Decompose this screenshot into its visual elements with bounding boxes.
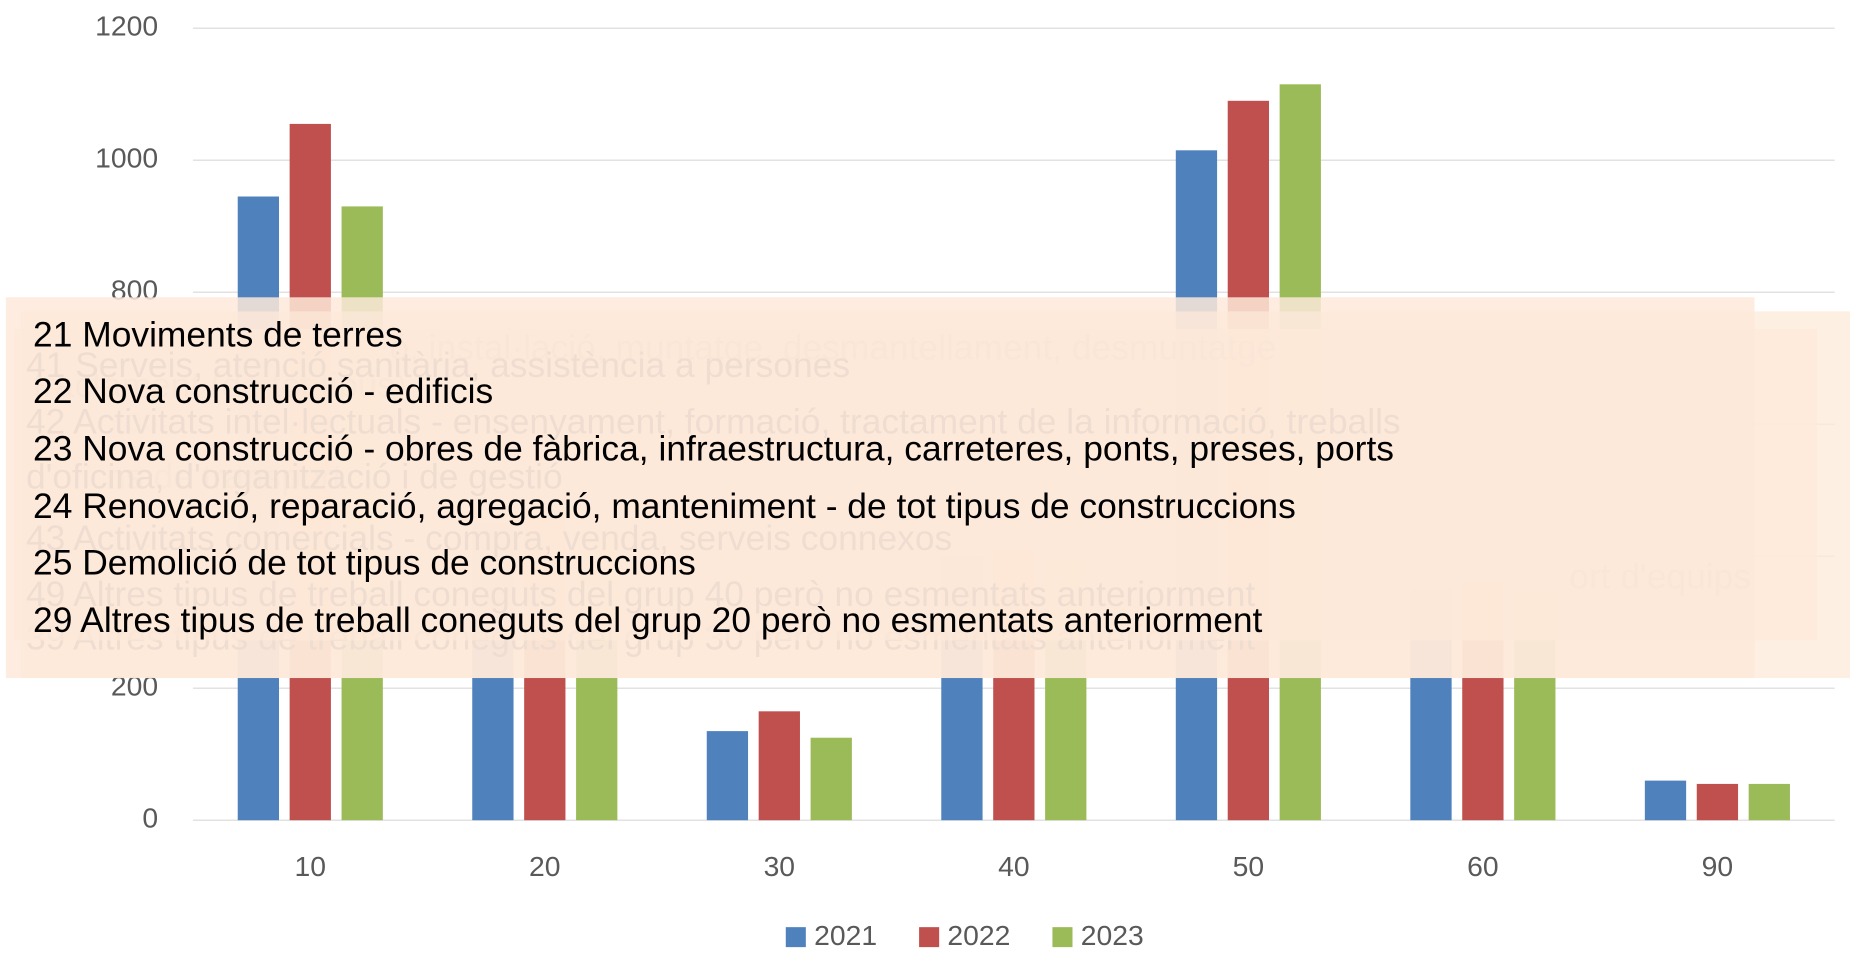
bar bbox=[1644, 780, 1687, 821]
y-tick-label: 0 bbox=[142, 802, 158, 834]
x-tick-label: 50 bbox=[1233, 850, 1265, 882]
x-tick-label: 30 bbox=[764, 850, 796, 882]
x-tick-label: 10 bbox=[295, 850, 327, 882]
bar bbox=[1696, 783, 1739, 821]
tooltip-box bbox=[5, 297, 1755, 679]
x-tick-label: 20 bbox=[529, 850, 561, 882]
legend-swatch bbox=[785, 927, 806, 948]
tooltip: 21 Moviments de terres 22 Nova construcci… bbox=[5, 297, 1755, 679]
legend-label: 2022 bbox=[947, 919, 1010, 951]
legend-swatch bbox=[919, 927, 940, 948]
legend-swatch bbox=[1052, 927, 1073, 948]
x-tick-label: 40 bbox=[998, 850, 1030, 882]
tooltip-line: 25 Demolició de tot tipus de construccio… bbox=[33, 544, 696, 583]
bar bbox=[706, 731, 749, 821]
x-tick-label: 90 bbox=[1702, 850, 1734, 882]
tooltip-line: 29 Altres tipus de treball coneguts del … bbox=[33, 601, 1263, 640]
tooltip-line: 22 Nova construcció - edificis bbox=[33, 372, 493, 411]
tooltip-line: 23 Nova construcció - obres de fàbrica, … bbox=[33, 430, 1394, 469]
x-tick-label: 60 bbox=[1467, 850, 1499, 882]
legend-label: 2023 bbox=[1081, 919, 1144, 951]
tooltip-line: 24 Renovació, reparació, agregació, mant… bbox=[33, 487, 1296, 526]
bar bbox=[1748, 783, 1790, 821]
y-tick-label: 1200 bbox=[95, 10, 158, 42]
y-tick-label: 1000 bbox=[95, 142, 158, 174]
bar bbox=[810, 737, 852, 821]
bar bbox=[758, 711, 800, 821]
tooltip-line: 21 Moviments de terres bbox=[33, 316, 403, 355]
legend-label: 2021 bbox=[814, 919, 877, 951]
